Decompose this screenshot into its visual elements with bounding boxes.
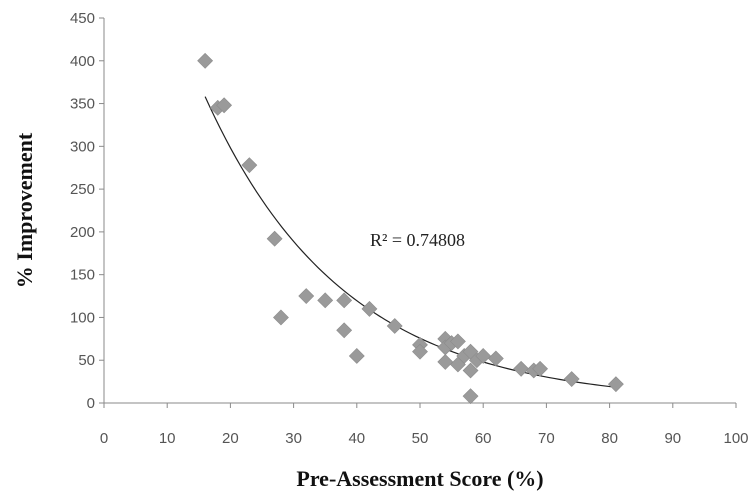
x-tick-label: 50: [412, 430, 429, 447]
data-point: [513, 360, 530, 377]
x-tick-label: 40: [348, 430, 365, 447]
y-tick-label: 100: [70, 309, 95, 326]
x-tick-label: 10: [159, 430, 176, 447]
y-tick-label: 350: [70, 96, 95, 113]
data-point: [487, 350, 504, 367]
x-axis: 0 10 20 30 40 50 60 70 80 90 100: [100, 402, 749, 447]
data-point: [317, 292, 334, 309]
data-point: [348, 348, 365, 364]
x-tick-label: 20: [222, 430, 239, 447]
y-tick-label: 0: [87, 395, 95, 412]
x-tick-label: 30: [285, 430, 302, 447]
data-point: [462, 362, 479, 379]
x-tick-label: 100: [723, 430, 748, 447]
data-point: [241, 157, 258, 174]
data-point: [273, 309, 289, 326]
x-tick-label: 70: [538, 430, 555, 447]
x-tick-label: 90: [664, 430, 681, 447]
y-tick-label: 150: [70, 267, 95, 284]
data-point: [607, 376, 624, 393]
data-point: [475, 348, 492, 364]
y-axis-title: % Improvement: [12, 132, 37, 288]
y-tick-label: 300: [70, 138, 95, 155]
x-tick-label: 60: [475, 430, 492, 447]
x-axis-title: Pre-Assessment Score (%): [296, 466, 543, 491]
data-point: [437, 354, 454, 370]
data-point: [412, 343, 428, 360]
data-point: [197, 52, 214, 69]
data-point: [361, 300, 378, 317]
y-tick-label: 250: [70, 181, 95, 198]
data-point: [216, 97, 233, 114]
data-point: [532, 360, 549, 377]
y-tick-label: 400: [70, 53, 95, 70]
y-tick-label: 200: [70, 224, 95, 241]
y-tick-label: 450: [70, 10, 95, 27]
data-point: [266, 230, 283, 247]
data-point: [336, 322, 353, 339]
y-axis: 0 50 100 150 200 250 300 350 400 450: [70, 10, 105, 412]
x-tick-label: 80: [601, 430, 618, 447]
trendline: [204, 96, 616, 388]
data-point: [462, 388, 479, 405]
data-point: [298, 288, 315, 304]
data-point: [336, 292, 353, 309]
x-tick-label: 0: [100, 430, 108, 447]
data-point: [386, 318, 403, 334]
data-point: [449, 333, 466, 350]
y-tick-label: 50: [78, 352, 95, 369]
data-points: [197, 52, 624, 405]
r-squared-annotation: R² = 0.74808: [370, 230, 465, 250]
trendline-group: [204, 96, 616, 388]
data-point: [563, 371, 580, 387]
